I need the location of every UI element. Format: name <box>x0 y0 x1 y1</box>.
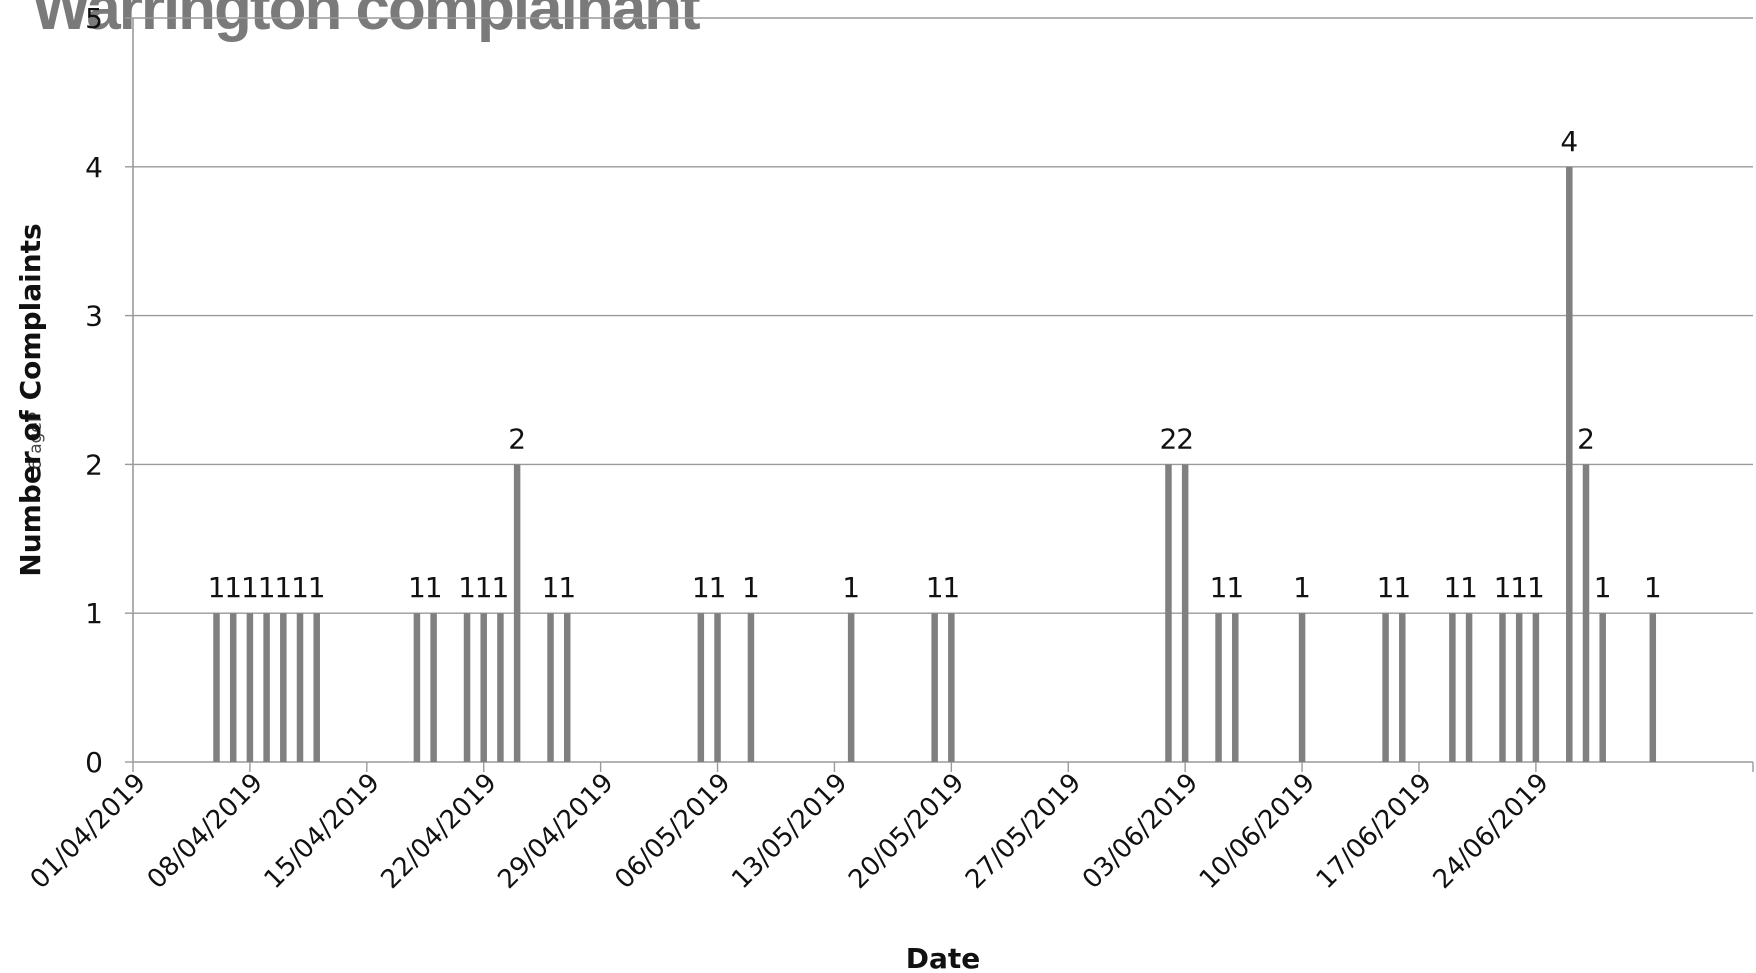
bar <box>229 613 237 762</box>
bar <box>246 613 254 762</box>
bar-data-label: 1 <box>742 571 760 604</box>
x-tick-label: 06/05/2019 <box>609 768 736 895</box>
x-tick-label: 17/06/2019 <box>1311 768 1438 895</box>
x-tick-label: 27/05/2019 <box>960 768 1087 895</box>
bar-data-label: 1 <box>709 571 727 604</box>
bar <box>296 613 304 762</box>
bar-data-label: 1 <box>1510 571 1528 604</box>
bar <box>1449 613 1456 762</box>
bar-data-label: 1 <box>224 571 242 604</box>
bar-data-label: 1 <box>1460 571 1478 604</box>
bar <box>1382 613 1389 762</box>
bar <box>1215 613 1222 762</box>
x-tick-label: 08/04/2019 <box>142 768 269 895</box>
bar-data-label: 1 <box>425 571 443 604</box>
y-tick-label: 1 <box>85 597 103 630</box>
bar-data-label: 1 <box>291 571 309 604</box>
bar-data-label: 1 <box>475 571 493 604</box>
x-tick-label: 20/05/2019 <box>843 768 970 895</box>
bar <box>497 613 504 762</box>
x-tick-label: 15/04/2019 <box>259 768 386 895</box>
bar <box>1532 613 1540 762</box>
bar <box>714 613 721 762</box>
bar <box>513 464 521 762</box>
bar-data-label: 2 <box>1160 422 1178 455</box>
bar-data-label: 1 <box>542 571 560 604</box>
bar <box>847 613 855 762</box>
bar-data-label: 1 <box>1293 571 1311 604</box>
bar-data-label: 1 <box>208 571 226 604</box>
bar-data-label: 1 <box>942 571 960 604</box>
y-tick-label: 2 <box>85 448 103 481</box>
bar-data-label: 1 <box>408 571 426 604</box>
x-tick-label: 10/06/2019 <box>1194 768 1321 895</box>
bar <box>1566 166 1573 763</box>
bar <box>697 613 705 762</box>
bar <box>263 613 270 762</box>
bar-data-label: 4 <box>1560 125 1578 158</box>
bar <box>1298 613 1306 762</box>
bar <box>430 613 437 762</box>
x-tick-label: 22/04/2019 <box>375 768 502 895</box>
bar-data-label: 1 <box>241 571 259 604</box>
y-tick-label: 4 <box>85 151 103 184</box>
x-tick-label: 29/04/2019 <box>492 768 619 895</box>
bar-data-label: 1 <box>1644 571 1662 604</box>
bar-data-label: 1 <box>842 571 860 604</box>
bar-data-label: 1 <box>926 571 944 604</box>
bar-data-label: 2 <box>1577 422 1595 455</box>
y-tick-label: 0 <box>85 746 103 779</box>
bar <box>413 613 421 762</box>
bar-data-label: 1 <box>692 571 710 604</box>
bar <box>1499 613 1506 762</box>
bar <box>1399 613 1406 762</box>
bar <box>313 613 320 762</box>
bar-data-label: 1 <box>1443 571 1461 604</box>
bar <box>747 613 755 762</box>
x-axis-title: Date <box>906 942 981 973</box>
bar-data-label: 1 <box>492 571 510 604</box>
y-tick-label: 5 <box>85 2 103 35</box>
y-tick-label: 3 <box>85 300 103 333</box>
bar <box>1515 613 1523 762</box>
bar <box>1582 464 1590 762</box>
bar-data-label: 1 <box>1226 571 1244 604</box>
y-axis-title: Number of Complaints <box>14 223 47 576</box>
bar <box>931 613 938 762</box>
bar-data-label: 1 <box>558 571 576 604</box>
x-tick-label: 13/05/2019 <box>726 768 853 895</box>
bar <box>480 613 487 762</box>
bar-data-label: 1 <box>1210 571 1228 604</box>
x-tick-label: 24/06/2019 <box>1428 768 1555 895</box>
bar-data-label: 1 <box>1377 571 1395 604</box>
bar-data-label: 1 <box>458 571 476 604</box>
bar <box>213 613 220 762</box>
bar-data-label: 2 <box>508 422 526 455</box>
bar <box>1599 613 1606 762</box>
chart-title: Warrington complainant <box>32 0 701 43</box>
bar <box>1165 464 1172 762</box>
bar-data-label: 2 <box>1176 422 1194 455</box>
bar-data-label: 1 <box>1527 571 1545 604</box>
bar <box>547 613 554 762</box>
bar-data-label: 1 <box>1393 571 1411 604</box>
bar <box>948 613 955 762</box>
bar-data-label: 1 <box>308 571 326 604</box>
bar-data-label: 1 <box>1494 571 1512 604</box>
bar <box>280 613 287 762</box>
x-tick-label: 01/04/2019 <box>25 768 152 895</box>
bar <box>1181 464 1189 762</box>
x-tick-label: 03/06/2019 <box>1077 768 1204 895</box>
bar-data-label: 1 <box>274 571 292 604</box>
bar <box>1649 613 1657 762</box>
bar <box>563 613 571 762</box>
bar-data-label: 1 <box>258 571 276 604</box>
bar <box>1232 613 1239 762</box>
bar <box>1465 613 1473 762</box>
bar-data-label: 1 <box>1594 571 1612 604</box>
bar <box>463 613 471 762</box>
